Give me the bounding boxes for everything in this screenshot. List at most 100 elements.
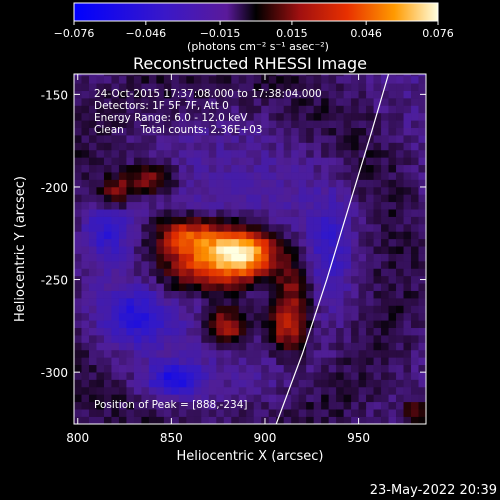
heatmap-cell xyxy=(96,342,105,351)
heatmap-cell xyxy=(291,253,299,262)
heatmap-cell xyxy=(381,327,389,336)
heatmap-cell xyxy=(74,290,82,299)
heatmap-cell xyxy=(343,246,352,254)
heatmap-cell xyxy=(291,261,299,269)
heatmap-cell xyxy=(253,298,262,306)
heatmap-cell xyxy=(321,357,329,366)
heatmap-cell xyxy=(111,127,120,136)
heatmap-cell xyxy=(96,142,105,151)
heatmap-cell xyxy=(276,401,284,410)
heatmap-cell xyxy=(276,394,284,403)
heatmap-cell xyxy=(186,298,195,306)
heatmap-cell xyxy=(253,135,262,143)
heatmap-cell xyxy=(88,90,97,99)
heatmap-cell xyxy=(118,83,127,91)
heatmap-cell xyxy=(313,90,322,99)
heatmap-cell xyxy=(403,238,412,247)
heatmap-cell xyxy=(351,298,359,306)
heatmap-cell xyxy=(133,179,142,188)
heatmap-cell xyxy=(291,172,299,180)
heatmap-cell xyxy=(351,275,359,284)
heatmap-cell xyxy=(81,283,90,291)
heatmap-cell xyxy=(306,83,314,91)
heatmap-cell xyxy=(74,283,82,291)
heatmap-cell xyxy=(171,379,180,388)
heatmap-cell xyxy=(118,379,127,388)
heatmap-cell xyxy=(351,312,359,321)
heatmap-cell xyxy=(283,201,292,210)
heatmap-cell xyxy=(403,90,412,99)
heatmap-cell xyxy=(171,120,180,129)
heatmap-cell xyxy=(366,231,374,240)
heatmap-cell xyxy=(133,127,142,136)
heatmap-cell xyxy=(321,335,329,343)
heatmap-cell xyxy=(216,149,225,158)
heatmap-cell xyxy=(103,83,112,91)
heatmap-cell xyxy=(133,157,142,166)
heatmap-cell xyxy=(246,209,255,217)
heatmap-cell xyxy=(403,335,412,343)
heatmap-cell xyxy=(403,135,412,143)
heatmap-cell xyxy=(246,179,255,188)
heatmap-cell xyxy=(253,349,262,358)
heatmap-cell xyxy=(418,298,426,306)
heatmap-cell xyxy=(141,149,150,158)
heatmap-cell xyxy=(81,261,90,269)
heatmap-cell xyxy=(238,157,247,166)
heatmap-cell xyxy=(261,179,270,188)
heatmap-cell xyxy=(148,312,157,321)
heatmap-cell xyxy=(111,112,120,121)
heatmap-cell xyxy=(336,142,344,151)
heatmap-cell xyxy=(351,201,359,210)
heatmap-cell xyxy=(373,349,382,358)
heatmap-cell xyxy=(381,261,389,269)
heatmap-cell xyxy=(253,305,262,314)
heatmap-cell xyxy=(306,320,314,329)
heatmap-cell xyxy=(74,149,82,158)
heatmap-cell xyxy=(396,349,404,358)
heatmap-cell xyxy=(193,120,202,129)
heatmap-cell xyxy=(246,105,255,114)
heatmap-cell xyxy=(208,253,217,262)
heatmap-cell xyxy=(313,216,322,225)
heatmap-cell xyxy=(201,261,210,269)
heatmap-cell xyxy=(111,201,120,210)
heatmap-cell xyxy=(126,416,135,424)
heatmap-cell xyxy=(141,216,150,225)
heatmap-cell xyxy=(336,120,344,129)
heatmap-cell xyxy=(171,246,180,254)
heatmap-cell xyxy=(96,238,105,247)
heatmap-cell xyxy=(268,135,277,143)
heatmap-cell xyxy=(201,416,210,424)
heatmap-cell xyxy=(111,98,120,106)
heatmap-cell xyxy=(193,149,202,158)
heatmap-cell xyxy=(126,194,135,203)
colorbar-tick-label: 0.076 xyxy=(422,27,454,40)
heatmap-cell xyxy=(343,364,352,373)
heatmap-cell xyxy=(141,327,150,336)
heatmap-cell xyxy=(238,312,247,321)
heatmap-cell xyxy=(418,305,426,314)
heatmap-cell xyxy=(283,164,292,173)
heatmap-cell xyxy=(156,83,165,91)
heatmap-cell xyxy=(163,305,172,314)
heatmap-cell xyxy=(133,416,142,424)
heatmap-cell xyxy=(388,112,397,121)
heatmap-cell xyxy=(171,298,180,306)
heatmap-cell xyxy=(126,268,135,277)
heatmap-cell xyxy=(358,127,367,136)
heatmap-cell xyxy=(88,298,97,306)
heatmap-cell xyxy=(126,290,135,299)
heatmap-cell xyxy=(396,172,404,180)
heatmap-cell xyxy=(403,298,412,306)
heatmap-cell xyxy=(238,349,247,358)
heatmap-cell xyxy=(276,238,284,247)
heatmap-cell xyxy=(201,327,210,336)
heatmap-cell xyxy=(171,142,180,151)
heatmap-cell xyxy=(396,75,404,84)
heatmap-cell xyxy=(396,394,404,403)
heatmap-cell xyxy=(381,157,389,166)
heatmap-cell xyxy=(103,142,112,151)
heatmap-cell xyxy=(178,209,187,217)
heatmap-cell xyxy=(163,261,172,269)
